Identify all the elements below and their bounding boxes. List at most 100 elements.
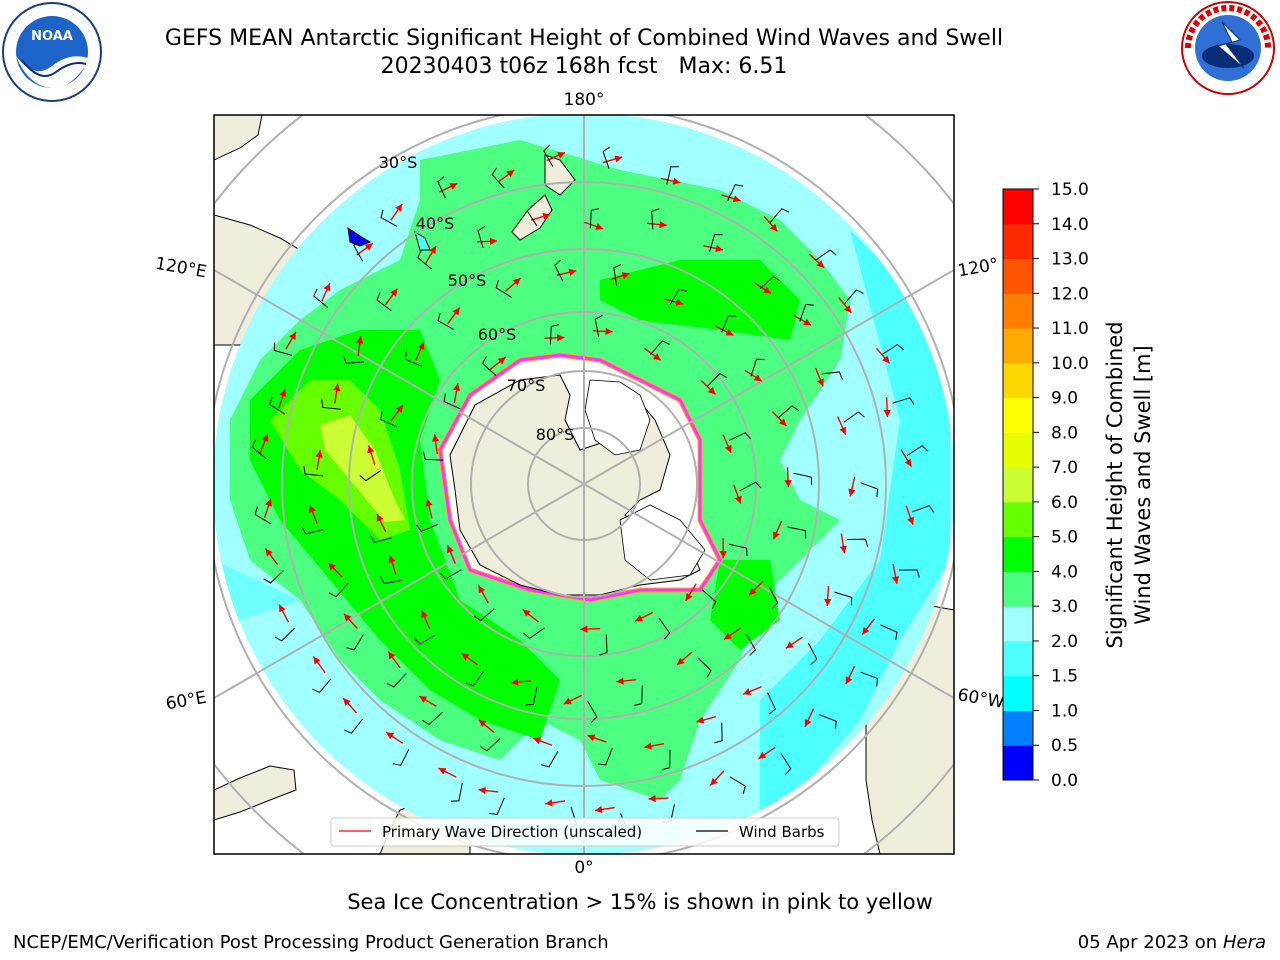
- wave-direction-arrowhead: [461, 653, 470, 661]
- wave-direction-arrowhead: [453, 383, 461, 391]
- wind-barb: [661, 749, 671, 771]
- wind-barb: [767, 692, 776, 715]
- colorbar-segment: [1003, 745, 1033, 781]
- wave-direction-arrowhead: [696, 716, 705, 724]
- wave-direction-arrowhead: [635, 614, 644, 622]
- wave-direction-arrowhead: [804, 718, 812, 727]
- wind-barb: [728, 543, 748, 557]
- wind-barb: [274, 627, 295, 642]
- wind-barb: [819, 714, 837, 730]
- wind-barb: [465, 670, 485, 687]
- legend-label-barbs: Wind Barbs: [739, 823, 825, 841]
- wind-barb: [254, 506, 271, 525]
- ocean-field: [214, 115, 954, 854]
- wave-direction-arrowhead: [587, 734, 596, 742]
- wind-barb: [380, 411, 398, 428]
- wind-barb: [380, 209, 398, 227]
- wind-barb: [739, 481, 762, 492]
- wave-direction-arrowhead: [478, 786, 486, 795]
- wind-barb: [721, 315, 737, 333]
- wave-direction-arrowhead: [506, 170, 515, 178]
- wave-direction-arrowhead: [545, 799, 553, 807]
- wind-barb: [706, 372, 728, 387]
- wind-barb: [343, 718, 363, 734]
- wind-barb: [479, 738, 501, 752]
- wave-direction-arrowhead: [844, 305, 852, 313]
- wave-direction-arrowhead: [512, 278, 521, 286]
- noaa-logo: NOAA: [2, 2, 102, 102]
- wave-direction-arrowhead: [279, 604, 286, 613]
- wave-direction-arrowhead: [367, 445, 375, 454]
- lon-label-lower-left: 60°E: [164, 688, 208, 715]
- wind-barb: [759, 275, 781, 290]
- wind-barb: [778, 405, 799, 419]
- wind-barb: [587, 701, 598, 723]
- wave-direction-arrowhead: [388, 555, 396, 564]
- wave-direction-arrowhead: [769, 223, 778, 232]
- wave-direction-arrowhead: [784, 480, 792, 488]
- colorbar-tick-label: 5.0: [1051, 528, 1078, 548]
- wave-direction-arrowhead: [438, 768, 447, 775]
- wave-direction-arrowhead: [845, 676, 853, 685]
- colorbar-segment: [1003, 675, 1033, 711]
- wind-barb: [437, 176, 446, 199]
- lat-label-40s: 40°S: [416, 214, 455, 233]
- wave-direction-arrowhead: [289, 331, 296, 340]
- lon-label-upper-left: 120°E: [154, 254, 208, 283]
- wave-direction-arrowhead: [743, 688, 752, 695]
- wave-direction-arrowhead: [425, 498, 433, 507]
- wind-barb: [799, 303, 814, 322]
- wind-barb: [746, 633, 757, 656]
- legend-label-wave: Primary Wave Direction (unscaled): [382, 823, 642, 841]
- wave-direction-arrowhead: [386, 732, 395, 740]
- wave-direction-arrowhead: [715, 244, 724, 253]
- colorbar-segment: [1003, 571, 1033, 607]
- wind-barb: [353, 239, 364, 262]
- wave-direction-arrowhead: [644, 742, 652, 750]
- wind-barb: [769, 208, 790, 223]
- wind-barb: [613, 264, 622, 286]
- wind-barb: [414, 634, 436, 645]
- wave-direction-arrowhead: [315, 450, 323, 458]
- wind-barb: [554, 259, 564, 282]
- wind-barb: [912, 505, 935, 513]
- graticule: [214, 115, 954, 854]
- wave-direction-arrowhead: [685, 592, 693, 601]
- wind-barb: [815, 249, 837, 261]
- wind-barb: [808, 643, 818, 665]
- wave-direction-arrowhead: [364, 243, 373, 251]
- colorbar-tick-label: 12.0: [1051, 284, 1089, 304]
- wind-barb: [301, 526, 324, 535]
- footer-date-text: 05 Apr 2023 on: [1077, 932, 1223, 953]
- wind-barb: [303, 466, 324, 477]
- wind-barb: [263, 570, 284, 584]
- map-legend: Primary Wave Direction (unscaled) Wind B…: [330, 817, 840, 847]
- colorbar-segment: [1003, 397, 1033, 433]
- wave-direction-arrowhead: [616, 677, 624, 685]
- lat-label-60s: 60°S: [478, 325, 517, 344]
- wave-direction-arrowhead: [724, 444, 732, 453]
- wave-direction-arrowhead: [478, 585, 486, 594]
- wind-barb: [860, 482, 879, 498]
- wave-direction-arrowhead: [904, 458, 912, 467]
- wind-barb: [489, 797, 505, 816]
- wave-direction-arrowhead: [580, 625, 588, 633]
- wind-barb: [892, 397, 915, 405]
- colorbar-segment: [1003, 606, 1033, 642]
- colorbar-label-line1: Significant Height of Combined: [1103, 321, 1127, 648]
- wind-barb: [701, 589, 717, 610]
- wave-direction-arrowhead: [395, 404, 404, 413]
- wave-direction-arrowhead: [763, 286, 772, 294]
- wind-barb: [404, 351, 423, 367]
- wave-direction-arrowhead: [758, 751, 767, 759]
- nws-logo: [1181, 1, 1275, 95]
- wave-direction-arrowhead: [497, 357, 506, 365]
- wind-barb: [727, 184, 744, 202]
- wind-barb: [750, 358, 765, 377]
- wind-barb: [633, 685, 643, 706]
- wave-direction-arrowhead: [725, 328, 734, 336]
- wave-direction-arrowhead: [803, 318, 812, 326]
- colorbar-tick-label: 15.0: [1051, 180, 1089, 200]
- wave-direction-arrowhead: [723, 632, 732, 640]
- wave-direction-arrowhead: [817, 378, 824, 387]
